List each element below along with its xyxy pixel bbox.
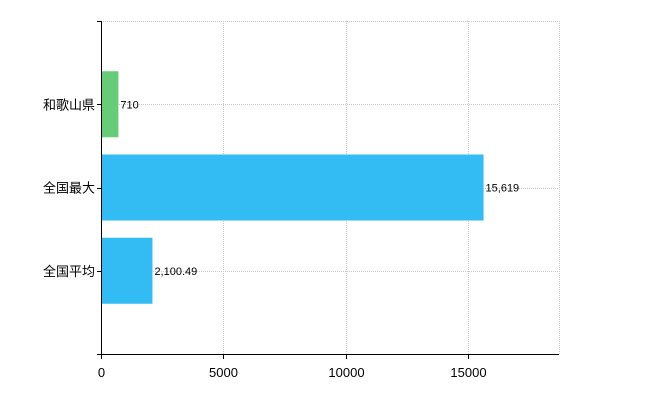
data-label: 2,100.49 (154, 266, 197, 278)
x-tick-label: 5000 (209, 365, 238, 380)
bar (101, 71, 119, 138)
bar (101, 154, 484, 221)
bar (101, 237, 153, 304)
axes-layer (97, 21, 559, 359)
bars-layer (101, 71, 484, 304)
x-tick-label: 0 (98, 365, 105, 380)
x-tick-label: 10000 (328, 365, 364, 380)
category-label: 全国平均 (43, 264, 95, 280)
category-label: 和歌山県 (43, 98, 95, 113)
data-label: 15,619 (486, 183, 520, 195)
category-label: 全国最大 (43, 181, 95, 197)
x-tick-label: 15000 (450, 365, 486, 380)
data-label: 710 (120, 99, 138, 111)
